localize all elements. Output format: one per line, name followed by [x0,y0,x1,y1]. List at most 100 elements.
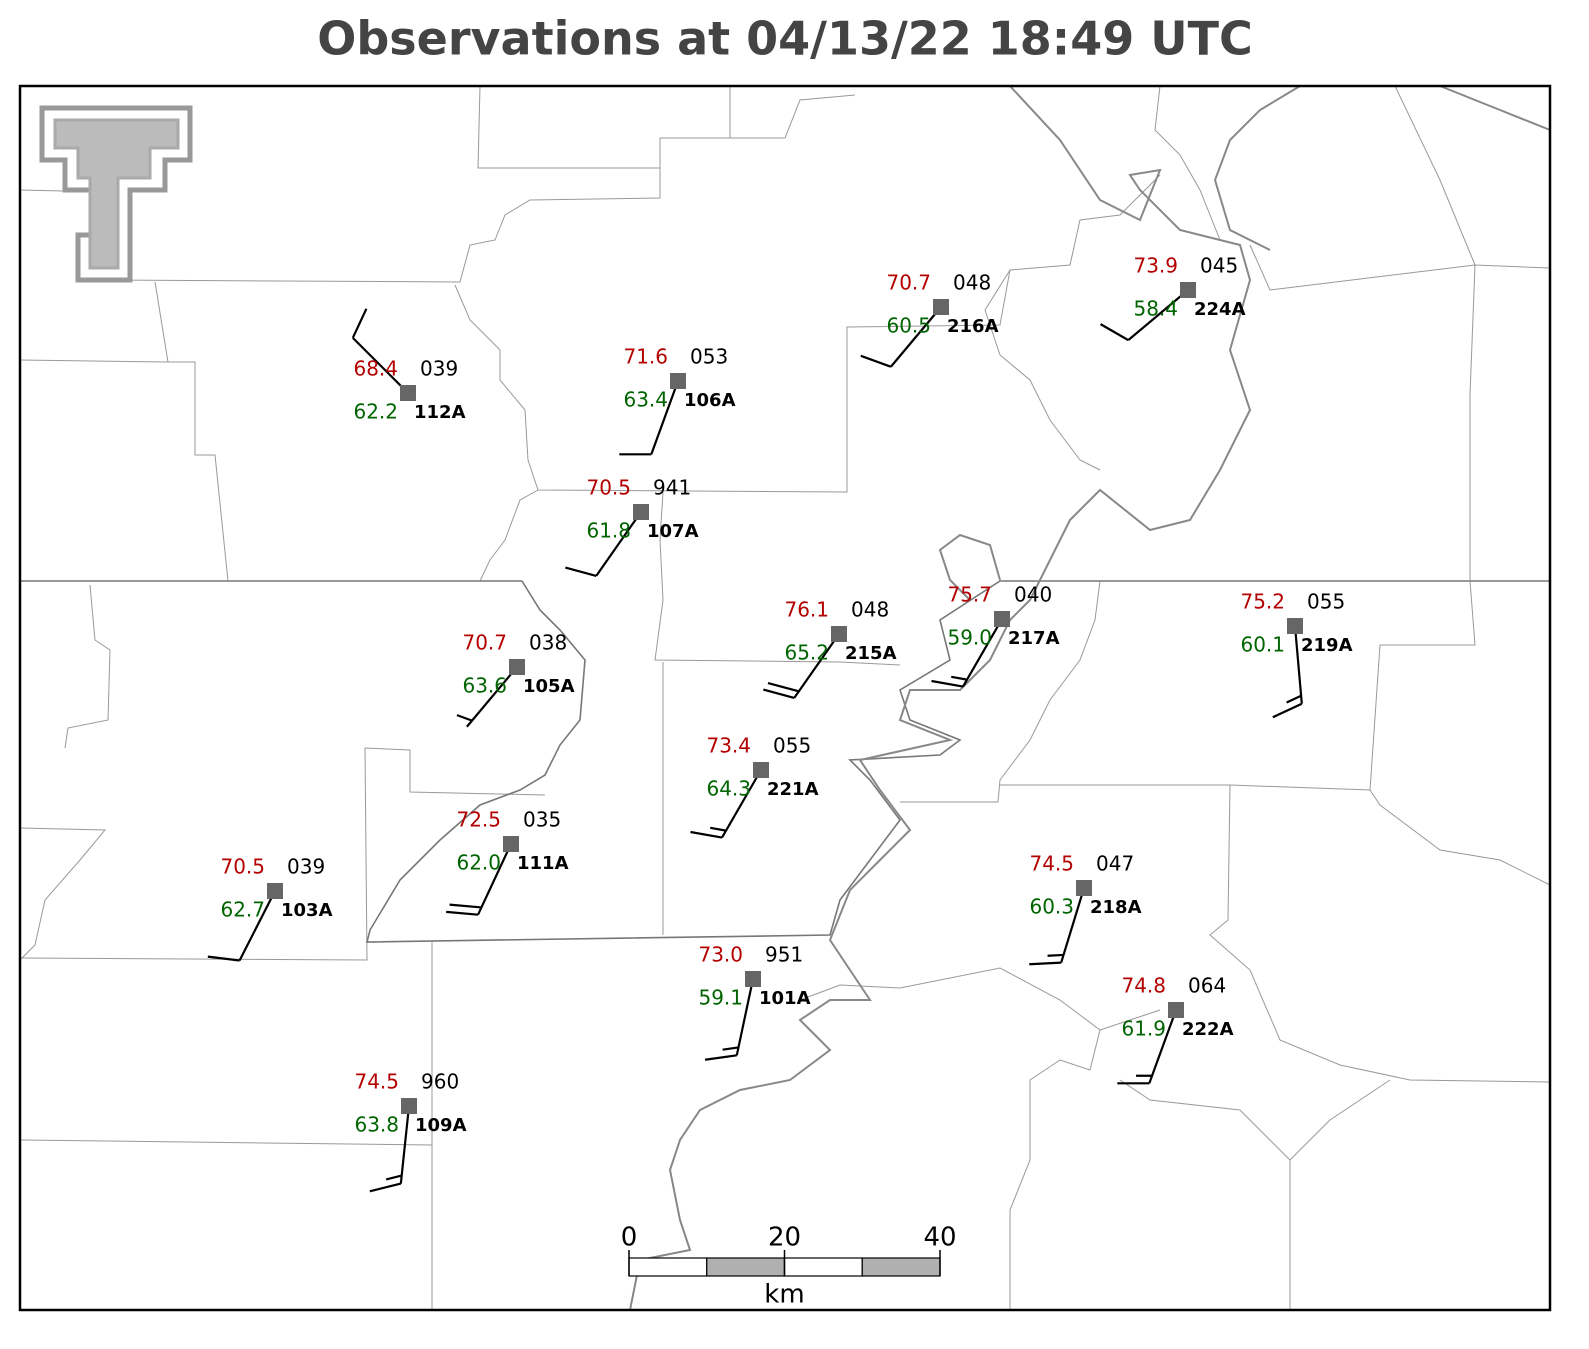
station: 70.5 039 62.7 103A [207,855,333,962]
wind-barb [1029,887,1086,966]
station-marker [509,659,525,675]
pressure: 048 [953,271,991,295]
wind-barb [565,511,642,577]
dewpoint: 65.2 [784,641,829,665]
scale-segment [783,1257,863,1277]
station: 72.5 035 62.0 111A [446,808,569,916]
station: 68.4 039 62.2 112A [351,308,466,424]
station-marker [400,385,416,401]
station-marker [670,373,686,389]
pressure: 048 [851,598,889,622]
temperature: 70.5 [220,855,265,879]
wind-barb [446,843,512,916]
pressure: 040 [1014,583,1052,607]
pressure: 039 [287,855,325,879]
dewpoint: 58.4 [1133,297,1178,321]
station: 75.2 055 60.1 219A [1240,590,1353,719]
temperature: 71.6 [623,345,668,369]
pressure: 941 [653,476,691,500]
scale-unit: km [764,1280,804,1310]
temperature: 74.5 [354,1070,399,1094]
pressure: 035 [523,808,561,832]
pressure: 047 [1096,852,1134,876]
station: 75.7 040 59.0 217A [931,583,1060,688]
temperature: 73.9 [1133,254,1178,278]
station: 74.5 960 63.8 109A [354,1070,467,1193]
dewpoint: 63.6 [462,674,507,698]
temperature: 70.5 [586,476,631,500]
dewpoint: 59.0 [947,626,992,650]
pressure: 045 [1200,254,1238,278]
station-marker [831,626,847,642]
station-id: 106A [684,390,736,411]
stations: 68.4 039 62.2 112A 71.6 053 63.4 106A 70.5 941 61.… [207,254,1353,1193]
dewpoint: 60.1 [1240,633,1285,657]
station-marker [745,971,761,987]
wind-barb [1117,1009,1178,1085]
wind-barb [704,978,755,1061]
station-id: 111A [517,853,569,874]
station-marker [1180,282,1196,298]
temperature: 74.8 [1121,974,1166,998]
pressure: 064 [1188,974,1226,998]
pressure: 055 [1307,590,1345,614]
station-id: 103A [281,900,333,921]
dewpoint: 64.3 [706,777,751,801]
temperature: 70.7 [886,271,931,295]
station-marker [933,299,949,315]
station-marker [753,762,769,778]
scale-segment [706,1257,786,1277]
station-id: 107A [647,521,699,542]
temperature: 76.1 [784,598,829,622]
dewpoint: 62.2 [353,400,398,424]
station-id: 218A [1090,897,1142,918]
station: 73.0 951 59.1 101A [698,943,811,1061]
station-marker [503,836,519,852]
pressure: 960 [421,1070,459,1094]
wind-barb [860,306,942,368]
dewpoint: 60.5 [886,314,931,338]
station: 74.8 064 61.9 222A [1117,974,1234,1085]
dewpoint: 62.7 [220,898,265,922]
temperature: 75.2 [1240,590,1285,614]
scale-label: 0 [621,1223,638,1253]
wind-barb [369,1105,411,1193]
dewpoint: 59.1 [698,986,743,1010]
station-id: 221A [767,779,819,800]
wind-barb [931,618,1003,688]
scale-label: 20 [768,1223,801,1253]
logo [39,105,193,283]
station-id: 105A [523,676,575,697]
station-marker [1287,618,1303,634]
pressure: 055 [773,734,811,758]
station: 70.5 941 61.8 107A [565,476,699,577]
pressure: 951 [765,943,803,967]
scale-label: 40 [923,1223,956,1253]
station: 70.7 038 63.6 105A [456,631,575,728]
station-marker [401,1098,417,1114]
temperature: 68.4 [353,357,398,381]
temperature: 70.7 [462,631,507,655]
wind-barb [1272,625,1303,719]
station-marker [633,504,649,520]
scale-segment [861,1257,941,1277]
station: 71.6 053 63.4 106A [619,345,736,456]
temperature: 75.7 [947,583,992,607]
pressure: 053 [690,345,728,369]
station: 73.4 055 64.3 221A [690,734,819,839]
dewpoint: 61.8 [586,519,631,543]
station-id: 215A [845,643,897,664]
pressure: 039 [420,357,458,381]
wind-barb [690,769,762,839]
wind-barb [207,890,276,962]
station-id: 216A [947,316,999,337]
station-id: 217A [1008,628,1060,649]
station-id: 109A [415,1115,467,1136]
station: 74.5 047 60.3 218A [1029,852,1142,966]
dewpoint: 60.3 [1029,895,1074,919]
temperature: 73.4 [706,734,751,758]
wind-barb [456,666,518,728]
station-id: 224A [1194,299,1246,320]
station-id: 101A [759,988,811,1009]
